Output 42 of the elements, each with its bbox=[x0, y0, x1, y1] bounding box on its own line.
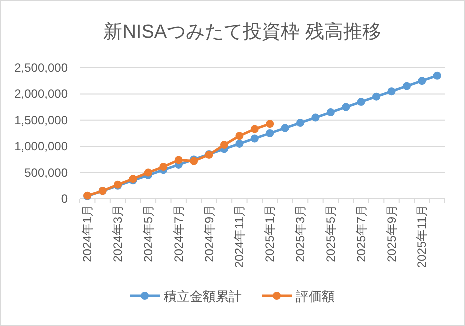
x-tick-label: 2024年5月 bbox=[141, 205, 156, 262]
point bbox=[250, 134, 259, 143]
x-tick-label: 2025年7月 bbox=[354, 205, 368, 262]
legend-label: 評価額 bbox=[296, 289, 335, 304]
legend-label: 積立金額累計 bbox=[164, 289, 242, 304]
x-tick-label: 2024年9月 bbox=[202, 205, 216, 262]
x-tick-label: 2024年1月 bbox=[80, 205, 95, 262]
x-tick-label: 2025年3月 bbox=[294, 205, 308, 262]
point bbox=[236, 132, 244, 140]
point bbox=[372, 92, 381, 101]
point bbox=[250, 125, 259, 134]
point bbox=[312, 114, 320, 122]
point bbox=[174, 156, 183, 164]
chart-title: 新NISAつみたて投資枠 残高推移 bbox=[104, 21, 382, 43]
y-tick-label: 500,000 bbox=[24, 166, 68, 180]
point bbox=[433, 72, 442, 80]
y-tick-label: 0 bbox=[61, 192, 68, 206]
x-tick-label: 2024年7月 bbox=[172, 205, 186, 262]
point bbox=[402, 82, 411, 90]
point bbox=[342, 103, 350, 112]
x-tick-label: 2025年11月 bbox=[415, 205, 430, 268]
x-tick-label: 2024年11月 bbox=[232, 205, 247, 268]
point bbox=[160, 163, 168, 172]
y-tick-label: 2,500,000 bbox=[14, 61, 68, 75]
point bbox=[326, 108, 335, 117]
x-tick-label: 2024年3月 bbox=[111, 205, 126, 262]
y-tick-label: 2,000,000 bbox=[14, 87, 68, 102]
x-tick-label: 2025年1月 bbox=[263, 205, 278, 262]
point bbox=[236, 140, 244, 148]
x-tick-label: 2025年9月 bbox=[384, 205, 399, 262]
point bbox=[281, 124, 290, 132]
point bbox=[220, 141, 228, 150]
point bbox=[144, 168, 152, 177]
point bbox=[388, 88, 396, 96]
point bbox=[266, 120, 274, 128]
point bbox=[266, 130, 274, 138]
y-tick-label: 1,500,000 bbox=[14, 113, 68, 128]
point bbox=[296, 119, 305, 128]
y-tick-label: 1,000,000 bbox=[14, 140, 68, 154]
x-tick-label: 2025年5月 bbox=[324, 205, 338, 262]
point bbox=[418, 77, 426, 86]
point bbox=[357, 98, 366, 106]
